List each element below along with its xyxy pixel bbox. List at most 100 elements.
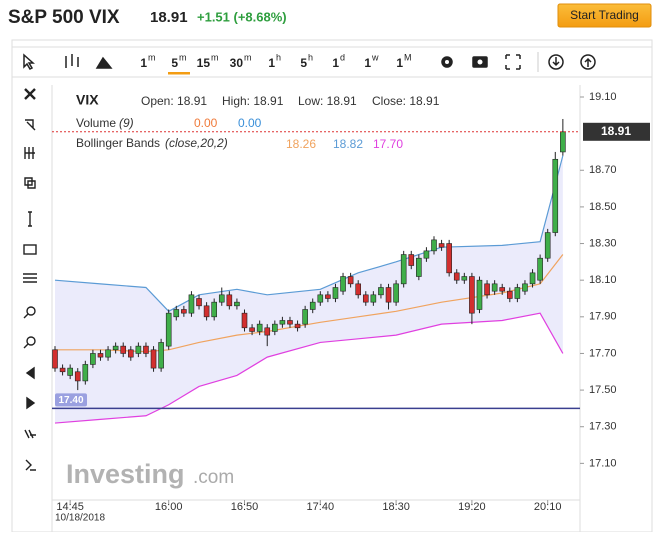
candle-body (226, 294, 233, 307)
interval-number: 1 (364, 56, 371, 70)
band-upper (54, 155, 564, 313)
candle-body (317, 294, 324, 303)
candle-body (264, 327, 271, 336)
candle-body (218, 294, 225, 303)
instrument-title: S&P 500 VIX (8, 7, 120, 28)
forward-tool[interactable] (26, 396, 36, 410)
measure-tool[interactable] (24, 429, 36, 439)
start-trading-button[interactable]: Start Trading (557, 3, 652, 28)
candle-body (506, 290, 513, 299)
candle-body (469, 276, 475, 314)
candle-body (461, 276, 468, 281)
candle-body (362, 294, 369, 303)
x-tick-label: 18:30 (382, 501, 410, 513)
candle-body (446, 243, 452, 274)
magnet-tool[interactable] (25, 459, 36, 471)
interval-number: 1 (396, 56, 403, 70)
interval-unit: m (244, 52, 252, 62)
candle-body (438, 243, 445, 248)
candle-body (499, 287, 506, 292)
cursor-tool[interactable] (23, 53, 35, 70)
candle-body (181, 309, 187, 314)
hline-label: 17.40 (58, 395, 83, 406)
change: +1.51 (+8.68%) (197, 9, 287, 24)
candle-body (309, 301, 316, 310)
legend-volume-params: (9) (119, 116, 134, 130)
y-tick-label: 17.70 (589, 347, 617, 359)
candles-tool[interactable] (65, 54, 79, 68)
candle-body (165, 312, 172, 347)
candle-body (491, 283, 498, 292)
candle-body (453, 272, 460, 281)
legend-ohlc: Open: 18.91 (141, 94, 207, 108)
upload-icon[interactable] (580, 54, 596, 70)
candle-body (90, 353, 96, 365)
camera-icon[interactable] (472, 56, 488, 68)
candle-body (294, 323, 301, 329)
candle-body (272, 323, 278, 332)
candle-body (82, 364, 89, 382)
fullscreen-icon[interactable] (505, 54, 521, 70)
back-tool[interactable] (25, 366, 35, 380)
x-tick-label: 16:00 (155, 501, 183, 513)
interval-unit: m (179, 52, 187, 62)
candle-body (544, 232, 551, 259)
candle-body (120, 345, 127, 354)
zoom-out-tool[interactable] (23, 336, 36, 349)
candle-body (173, 309, 180, 318)
interval-number: 1 (332, 56, 339, 70)
settings-icon[interactable] (441, 56, 453, 68)
candle-body (400, 254, 407, 285)
interval-unit: w (371, 52, 379, 62)
interval-button[interactable]: 30 m (230, 52, 252, 70)
candle-body (416, 257, 422, 277)
fib-tool[interactable] (24, 147, 35, 159)
legend-ohlc: High: 18.91 (222, 94, 284, 108)
candle-body (431, 239, 437, 252)
channel-tool[interactable] (23, 273, 37, 283)
candle-body (423, 250, 430, 259)
y-tick-label: 17.90 (589, 311, 617, 323)
pattern-tool[interactable] (24, 177, 36, 189)
candle-body (370, 294, 377, 303)
download-icon[interactable] (548, 54, 564, 70)
candle-body (196, 298, 202, 307)
x-tick-label: 14:45 (56, 501, 84, 513)
x-tick-label: 17:40 (307, 501, 335, 513)
zoom-in-tool[interactable] (23, 306, 36, 319)
close-tool[interactable] (24, 88, 36, 100)
line-tool[interactable] (28, 211, 32, 227)
candle-body (249, 327, 255, 332)
area-tool[interactable] (95, 56, 113, 69)
y-tick-label: 18.10 (589, 274, 617, 286)
candle-body (105, 349, 111, 358)
legend-ohlc: Low: 18.91 (298, 94, 357, 108)
candle-body (522, 283, 528, 292)
rect-tool[interactable] (23, 244, 37, 255)
crosshair-tool[interactable] (25, 119, 36, 131)
legend-bb-value: 17.70 (373, 137, 403, 151)
legend-bb-params: (close,20,2) (165, 136, 228, 150)
candle-body (188, 294, 195, 314)
candle-body (150, 349, 157, 369)
last-price-label: 18.91 (601, 124, 631, 138)
band-middle (55, 254, 564, 353)
candle-body (143, 345, 149, 354)
interval-button[interactable]: 15 m (197, 52, 219, 70)
legend-volume: Volume (76, 116, 116, 130)
x-tick-label: 19:20 (458, 501, 486, 513)
candle-body (347, 276, 354, 285)
button-label[interactable]: Start Trading (570, 8, 639, 22)
y-tick-label: 18.50 (589, 201, 617, 213)
legend-bb: Bollinger Bands (76, 136, 160, 150)
candle-body (332, 287, 339, 299)
candle-body (97, 353, 104, 358)
